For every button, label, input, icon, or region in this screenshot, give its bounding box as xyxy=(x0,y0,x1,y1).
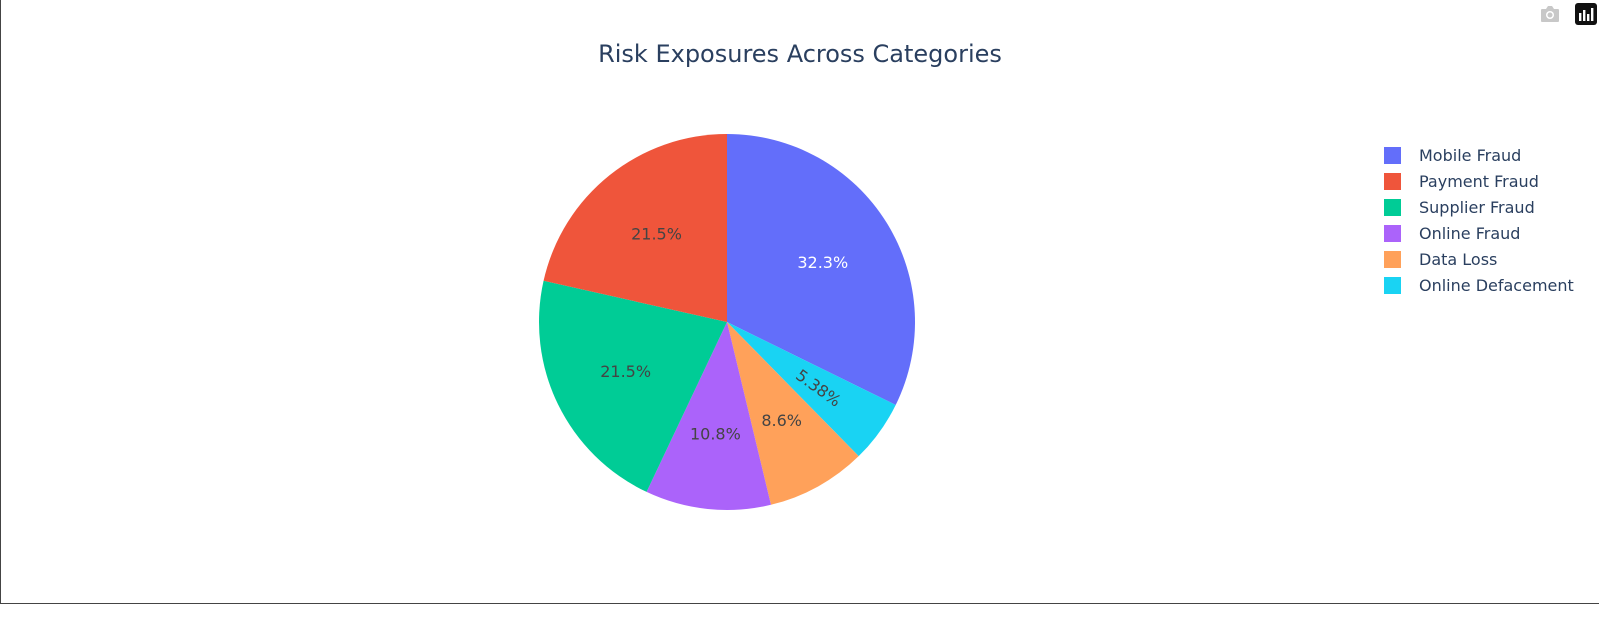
camera-icon[interactable] xyxy=(1538,2,1562,26)
legend-label: Mobile Fraud xyxy=(1419,145,1522,165)
modebar xyxy=(1538,2,1598,26)
legend-label: Online Defacement xyxy=(1419,275,1574,295)
pie-slice-online-fraud[interactable] xyxy=(646,322,771,511)
legend-swatch xyxy=(1384,146,1401,164)
legend-swatch xyxy=(1384,250,1401,268)
chart-title: Risk Exposures Across Categories xyxy=(598,40,1002,68)
pie-slice-data-loss[interactable] xyxy=(727,322,859,505)
pie-slice-supplier-fraud[interactable] xyxy=(539,280,727,492)
legend-item-payment-fraud[interactable]: Payment Fraud xyxy=(1384,168,1574,194)
legend-item-mobile-fraud[interactable]: Mobile Fraud xyxy=(1384,142,1574,168)
pie-slice-online-defacement[interactable] xyxy=(727,322,896,457)
slice-label-supplier-fraud: 21.5% xyxy=(600,362,651,381)
plot-frame xyxy=(0,0,1599,604)
legend-label: Data Loss xyxy=(1419,249,1498,269)
legend-label: Payment Fraud xyxy=(1419,171,1539,191)
legend-label: Online Fraud xyxy=(1419,223,1521,243)
pie-slice-mobile-fraud[interactable] xyxy=(727,134,915,405)
legend-item-online-defacement[interactable]: Online Defacement xyxy=(1384,272,1574,298)
legend-swatch xyxy=(1384,276,1401,294)
legend-item-data-loss[interactable]: Data Loss xyxy=(1384,246,1574,272)
pie-slice-payment-fraud[interactable] xyxy=(543,134,727,322)
legend-item-online-fraud[interactable]: Online Fraud xyxy=(1384,220,1574,246)
slice-label-data-loss: 8.6% xyxy=(761,411,802,430)
slice-label-online-fraud: 10.8% xyxy=(690,425,741,444)
legend-swatch xyxy=(1384,198,1401,216)
legend-item-supplier-fraud[interactable]: Supplier Fraud xyxy=(1384,194,1574,220)
legend-label: Supplier Fraud xyxy=(1419,197,1535,217)
legend-swatch xyxy=(1384,224,1401,242)
plotly-logo-icon[interactable] xyxy=(1574,2,1598,26)
legend-swatch xyxy=(1384,172,1401,190)
legend: Mobile Fraud Payment Fraud Supplier Fraud O… xyxy=(1384,142,1574,298)
slice-label-mobile-fraud: 32.3% xyxy=(797,253,848,272)
slice-label-payment-fraud: 21.5% xyxy=(631,224,682,243)
